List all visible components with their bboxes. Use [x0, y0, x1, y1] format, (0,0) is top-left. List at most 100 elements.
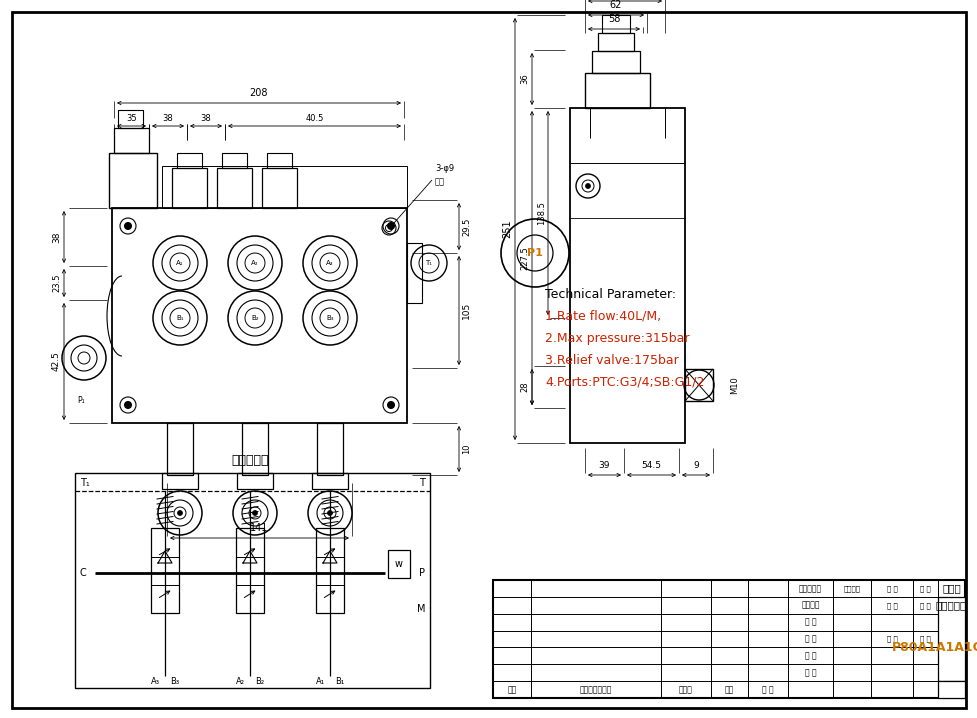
Bar — [172, 168, 207, 208]
Bar — [591, 51, 639, 73]
Bar — [388, 550, 409, 578]
Bar — [150, 528, 179, 613]
Text: A₂: A₂ — [251, 260, 259, 266]
Text: 液压原理图: 液压原理图 — [231, 454, 269, 467]
Bar — [406, 243, 421, 303]
Text: A₃: A₃ — [326, 260, 333, 266]
Text: Technical Parameter:: Technical Parameter: — [544, 288, 675, 301]
Bar — [317, 423, 343, 475]
Text: 10: 10 — [461, 444, 471, 454]
Text: B₃: B₃ — [326, 315, 333, 321]
Bar — [112, 208, 406, 423]
Text: 层 类: 层 类 — [886, 635, 897, 643]
Text: 35: 35 — [126, 114, 137, 123]
Bar — [108, 153, 157, 208]
Bar — [597, 33, 633, 51]
Bar — [602, 15, 629, 33]
Text: T₁: T₁ — [80, 478, 90, 488]
Circle shape — [327, 510, 332, 516]
Text: 208: 208 — [249, 88, 268, 98]
Text: B₃: B₃ — [170, 678, 180, 686]
Text: B₁: B₁ — [176, 315, 184, 321]
Bar — [684, 369, 712, 401]
Text: 校 对: 校 对 — [804, 635, 816, 643]
Circle shape — [124, 223, 131, 230]
Bar — [177, 153, 202, 168]
Text: 3.Relief valve:175bar: 3.Relief valve:175bar — [544, 354, 678, 367]
Text: P1: P1 — [527, 248, 542, 258]
Text: A₂: A₂ — [235, 678, 244, 686]
Bar — [937, 681, 964, 698]
Text: 28: 28 — [520, 382, 529, 392]
Text: 改动内容及原因: 改动内容及原因 — [579, 685, 612, 694]
Text: A₃: A₃ — [150, 678, 159, 686]
Text: A₁: A₁ — [176, 260, 184, 266]
Text: 105: 105 — [461, 302, 471, 319]
Bar — [267, 153, 292, 168]
Text: 比 例: 比 例 — [919, 602, 930, 609]
Bar — [937, 597, 964, 681]
Text: T₁: T₁ — [425, 260, 432, 266]
Text: w: w — [395, 559, 403, 569]
Text: 141: 141 — [250, 523, 269, 533]
Text: P: P — [418, 568, 425, 578]
Text: P₁: P₁ — [77, 396, 85, 405]
Text: 工艺检查: 工艺检查 — [800, 601, 819, 610]
Text: 227.5: 227.5 — [520, 246, 529, 270]
Bar — [217, 168, 252, 208]
Text: M: M — [416, 604, 425, 614]
Text: B₂: B₂ — [251, 315, 259, 321]
Text: 重 量: 重 量 — [886, 585, 897, 592]
Text: 38: 38 — [162, 114, 173, 123]
Bar — [162, 473, 197, 489]
Bar — [235, 528, 264, 613]
Text: 图样标记: 图样标记 — [842, 585, 860, 592]
Text: 4.Ports:PTC:G3/4;SB:G1/2: 4.Ports:PTC:G3/4;SB:G1/2 — [544, 376, 703, 389]
Text: B₂: B₂ — [255, 678, 265, 686]
Text: 标记: 标记 — [507, 685, 516, 694]
Bar — [118, 110, 143, 128]
Text: 审 核: 审 核 — [761, 685, 773, 694]
Text: 9: 9 — [693, 461, 699, 470]
Text: 38: 38 — [52, 231, 61, 243]
Circle shape — [124, 401, 131, 409]
Text: 重 量: 重 量 — [886, 602, 897, 609]
Text: 1.Rate flow:40L/M,: 1.Rate flow:40L/M, — [544, 310, 660, 323]
Text: 54.5: 54.5 — [641, 461, 660, 470]
Bar — [312, 473, 348, 489]
Text: 审 核: 审 核 — [804, 617, 816, 627]
Text: 标准化检查: 标准化检查 — [798, 584, 822, 593]
Text: 展 层: 展 层 — [919, 635, 930, 643]
Text: 38: 38 — [200, 114, 211, 123]
Bar — [162, 166, 406, 208]
Text: 29.5: 29.5 — [461, 218, 471, 236]
Bar — [584, 73, 650, 108]
Text: 通孔: 通孔 — [435, 177, 445, 186]
Circle shape — [387, 223, 394, 230]
Text: 40.5: 40.5 — [305, 114, 323, 123]
Text: 制 图: 制 图 — [804, 651, 816, 661]
Bar — [316, 528, 344, 613]
Text: 日期: 日期 — [724, 685, 734, 694]
Bar — [570, 108, 684, 443]
Bar — [75, 473, 430, 688]
Bar — [241, 423, 268, 475]
Text: T: T — [419, 478, 425, 488]
Bar — [114, 128, 149, 153]
Bar — [492, 580, 964, 698]
Bar — [262, 168, 297, 208]
Text: 36: 36 — [520, 74, 529, 85]
Text: 58: 58 — [607, 14, 619, 24]
Text: 改动人: 改动人 — [678, 685, 693, 694]
Bar — [167, 423, 192, 475]
Text: M10: M10 — [729, 376, 739, 394]
Bar — [222, 153, 247, 168]
Text: 比 例: 比 例 — [919, 585, 930, 592]
Text: 39: 39 — [598, 461, 610, 470]
Circle shape — [177, 510, 183, 516]
Circle shape — [585, 184, 590, 189]
Text: 多路阀: 多路阀 — [941, 584, 959, 594]
Text: A₁: A₁ — [316, 678, 324, 686]
Text: P80A1A1A1GKZ1: P80A1A1A1GKZ1 — [891, 641, 977, 654]
Text: 251: 251 — [501, 220, 512, 238]
